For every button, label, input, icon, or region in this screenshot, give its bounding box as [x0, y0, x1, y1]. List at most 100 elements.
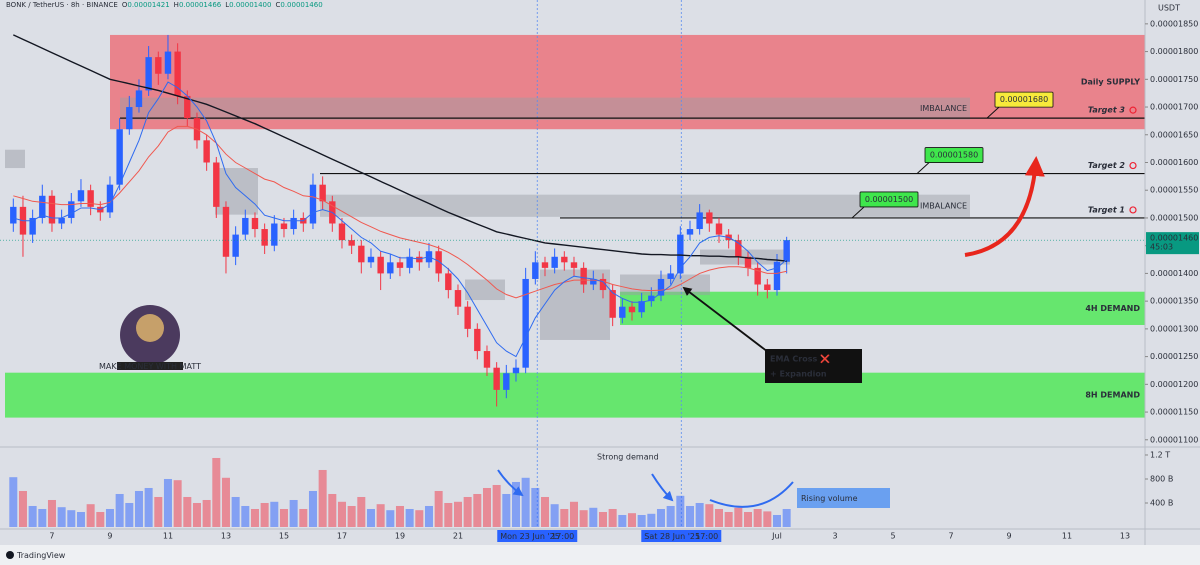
- candle-body: [416, 256, 423, 263]
- volume-bar: [676, 495, 685, 527]
- candle-body: [522, 278, 529, 368]
- y-tick-label: 0.00001800: [1150, 47, 1198, 56]
- volume-bar: [453, 501, 462, 527]
- candle-body: [474, 328, 481, 352]
- volume-bar: [463, 496, 472, 527]
- candle-body: [406, 256, 413, 268]
- target-icon: [1129, 206, 1137, 214]
- y2-tick-label: 400 B: [1150, 498, 1173, 507]
- volume-bar: [328, 493, 337, 527]
- annotation-arrow: [651, 473, 674, 502]
- candle-body: [280, 223, 288, 230]
- volume-bar: [386, 510, 395, 527]
- crosshair-date: Mon 23 Jun '25: [500, 532, 560, 541]
- y-tick-label: 0.00001850: [1150, 19, 1198, 28]
- ohlc-value: 0.00001466: [178, 1, 222, 9]
- logo-inner: [136, 314, 164, 342]
- imbalance-label: IMBALANCE: [920, 104, 967, 113]
- candle-body: [358, 245, 365, 263]
- candle-body: [319, 184, 326, 202]
- volume-bar: [115, 493, 124, 527]
- candle-body: [512, 367, 520, 374]
- candle-body: [570, 262, 578, 268]
- zone: [5, 372, 1145, 418]
- annotation-curve: [709, 481, 794, 508]
- ohlc-value: 0.00001460: [280, 1, 323, 9]
- candle-body: [580, 267, 587, 285]
- y-tick-label: 0.00001550: [1150, 186, 1198, 195]
- candle-body: [58, 217, 65, 224]
- candle-body: [155, 57, 162, 74]
- candle-body: [87, 190, 94, 207]
- volume-bar: [47, 499, 56, 527]
- candle-body: [445, 273, 452, 291]
- x-tick-label: 13: [1120, 532, 1130, 541]
- annotation-text: Strong demand: [597, 453, 659, 462]
- imbalance-box: [120, 97, 970, 120]
- candle-body: [164, 51, 172, 74]
- candle-body: [744, 256, 752, 268]
- annotation-box: [765, 349, 862, 383]
- volume-bar: [250, 508, 259, 527]
- candle-body: [145, 57, 152, 91]
- x-tick-label: 11: [1062, 532, 1072, 541]
- crosshair-time: 17:00: [695, 532, 718, 541]
- volume-bar: [763, 511, 772, 527]
- candle-body: [483, 351, 491, 368]
- ohlc-key: H: [173, 1, 179, 9]
- candle-body: [590, 278, 597, 285]
- moving-average-line: [13, 125, 787, 299]
- imbalance-box: [320, 194, 970, 217]
- symbol: BONK / TetherUS · 8h · BINANCE: [6, 1, 118, 9]
- candle-body: [10, 206, 17, 224]
- candle-body: [619, 306, 626, 318]
- zone-label: 8H DEMAND: [1085, 391, 1140, 400]
- crosshair-label-box: [497, 530, 578, 542]
- candle-body: [213, 162, 220, 207]
- volume-bar: [299, 508, 308, 527]
- volume-bar: [705, 504, 714, 527]
- volume-bar: [67, 510, 76, 527]
- candle-body: [29, 217, 36, 235]
- target-label: Target 3: [1088, 106, 1126, 115]
- candle-body: [106, 184, 114, 213]
- last-price-label: 0.00001460: [1150, 234, 1198, 243]
- crosshair-label-box: [641, 530, 722, 542]
- candle-body: [503, 373, 510, 390]
- target-value-box: [994, 91, 1054, 108]
- annotation-arrow: [682, 286, 769, 353]
- candle-body: [706, 212, 713, 224]
- candle-body: [609, 290, 616, 318]
- x-tick-label: 11: [163, 532, 173, 541]
- volume-bar: [231, 496, 240, 527]
- candle-body: [686, 229, 694, 235]
- volume-bar: [270, 501, 279, 527]
- candle-body: [251, 217, 259, 230]
- x-tick-label: 7: [49, 532, 54, 541]
- candle-body: [541, 262, 549, 268]
- candle-body: [135, 90, 143, 108]
- candle-body: [715, 223, 723, 235]
- crosshair-date: Sat 28 Jun '25: [644, 532, 700, 541]
- y-tick-label: 0.00001150: [1150, 408, 1198, 417]
- moving-average-line: [13, 34, 787, 262]
- y-tick-label: 0.00001250: [1150, 352, 1198, 361]
- candle-body: [271, 223, 278, 246]
- target-value-label: 0.00001580: [930, 151, 978, 160]
- ohlc-key: C: [275, 1, 281, 9]
- y2-tick-label: 1.2 T: [1150, 450, 1170, 459]
- volume-bar: [734, 507, 743, 527]
- candle-body: [396, 262, 404, 268]
- volume-bar: [202, 499, 211, 527]
- candle-body: [377, 256, 384, 274]
- ohlc-value: 0.00001421: [127, 1, 170, 9]
- volume-bar: [173, 480, 182, 527]
- ohlc-key: L: [225, 1, 230, 9]
- x-tick-label: 13: [221, 532, 231, 541]
- volume-bar: [598, 511, 607, 527]
- candle-body: [126, 107, 133, 130]
- y-tick-label: 0.00001700: [1150, 103, 1198, 112]
- volume-bar: [28, 505, 37, 527]
- candle-body: [628, 306, 636, 313]
- candle-body: [696, 212, 703, 230]
